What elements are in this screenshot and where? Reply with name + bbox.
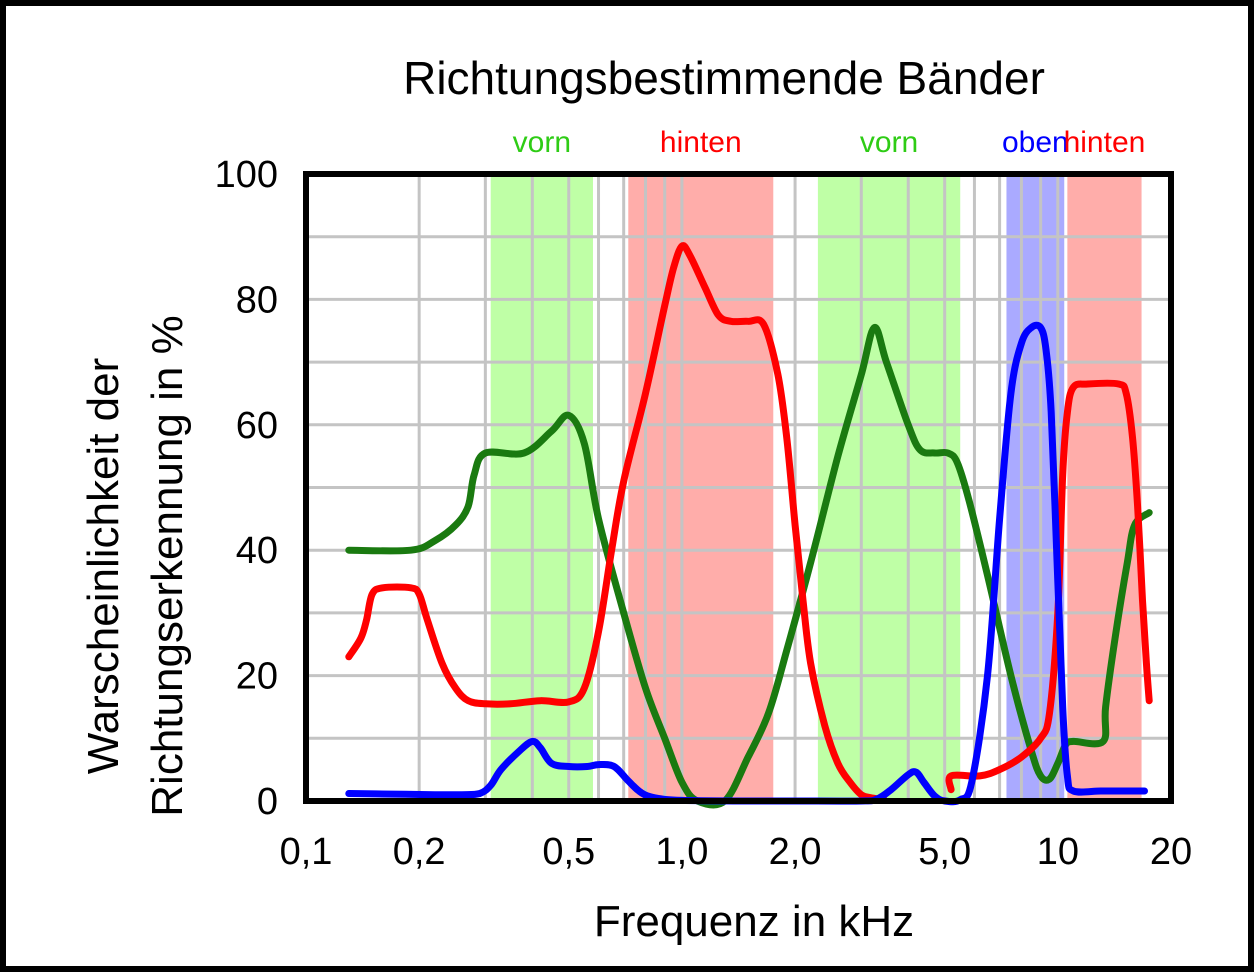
series-layer — [345, 242, 1153, 809]
band-label-hinten-4: hinten — [1064, 126, 1146, 159]
y-axis-label-line-1: Warscheinlichkeit der — [79, 358, 128, 775]
series-line-1 — [345, 242, 888, 804]
y-tick-label: 20 — [236, 656, 278, 698]
x-tick-label: 2,0 — [769, 831, 822, 873]
chart-title: Richtungsbestimmende Bänder — [403, 52, 1045, 104]
series-line-2 — [945, 379, 1153, 794]
x-tick-label: 1,0 — [656, 831, 709, 873]
y-axis-label-line-2: Richtungserkennung in % — [143, 315, 192, 816]
y-tick-label: 0 — [257, 781, 278, 823]
x-tick-label: 20 — [1150, 831, 1192, 873]
x-tick-label: 0,2 — [393, 831, 446, 873]
plot-border — [303, 171, 1174, 804]
y-tick-label: 60 — [236, 405, 278, 447]
x-tick-label: 0,1 — [280, 831, 333, 873]
x-tick-label: 5,0 — [918, 831, 971, 873]
y-tick-label: 80 — [236, 279, 278, 321]
band-label-vorn-2: vorn — [860, 126, 918, 159]
x-tick-label: 10 — [1037, 831, 1079, 873]
series-line-0 — [345, 324, 1153, 809]
x-axis-label: Frequenz in kHz — [594, 897, 914, 946]
text-layer: Richtungsbestimmende Bänder Frequenz in … — [79, 52, 1192, 946]
band-label-oben-3: oben — [1002, 126, 1069, 159]
y-tick-label: 100 — [215, 154, 278, 196]
band-label-hinten-1: hinten — [660, 126, 742, 159]
series-line-3 — [345, 321, 1148, 806]
band-label-vorn-0: vorn — [513, 126, 571, 159]
x-tick-label: 0,5 — [542, 831, 595, 873]
chart-svg: Richtungsbestimmende Bänder Frequenz in … — [79, 52, 1192, 946]
y-tick-label: 40 — [236, 530, 278, 572]
